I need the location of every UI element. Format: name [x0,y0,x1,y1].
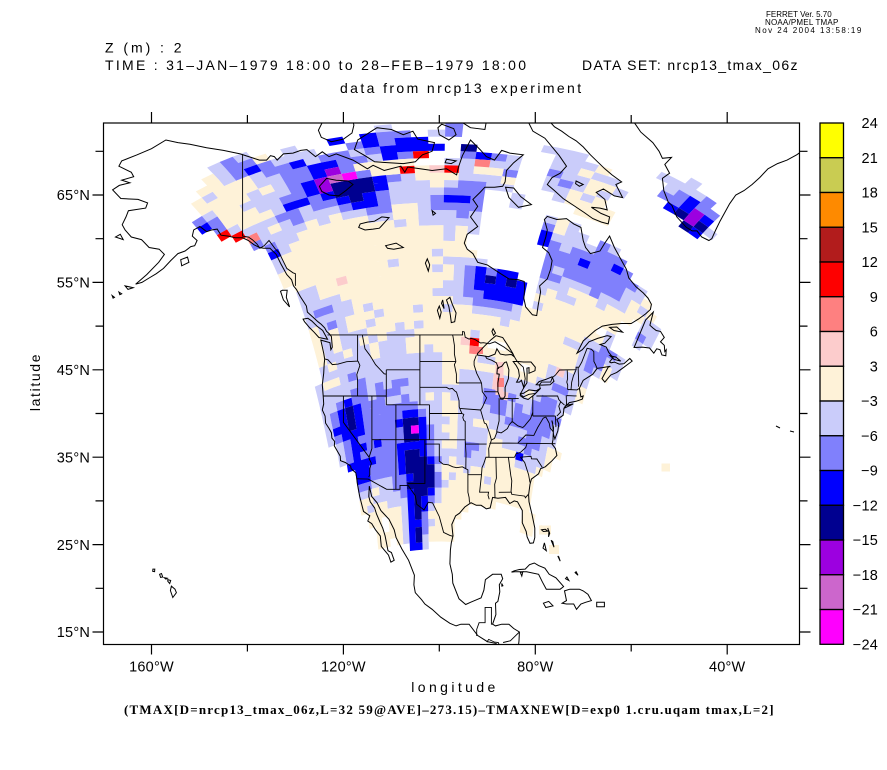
svg-text:65°N: 65°N [57,188,90,204]
svg-text:NOAA/PMEL TMAP: NOAA/PMEL TMAP [765,18,838,27]
svg-text:120°W: 120°W [321,660,366,676]
svg-text:24: 24 [861,116,878,132]
svg-text:Nov 24 2004 13:58:19: Nov 24 2004 13:58:19 [755,26,863,35]
svg-text:3: 3 [870,360,878,376]
svg-text:15: 15 [861,221,878,237]
svg-text:−15: −15 [853,533,878,549]
svg-text:80°W: 80°W [517,660,554,676]
svg-text:TIME : 31–JAN–1979 18:00 to 28: TIME : 31–JAN–1979 18:00 to 28–FEB–1979 … [105,57,528,73]
svg-text:35°N: 35°N [57,450,90,466]
svg-text:Z (m) : 2: Z (m) : 2 [105,40,184,56]
svg-text:−21: −21 [853,603,878,619]
svg-text:12: 12 [861,255,878,271]
svg-text:18: 18 [861,186,878,202]
svg-text:9: 9 [870,290,878,306]
svg-text:−9: −9 [861,464,878,480]
svg-text:−6: −6 [861,429,878,445]
svg-text:−18: −18 [853,568,878,584]
svg-text:−12: −12 [853,499,878,515]
svg-text:latitude: latitude [27,353,43,411]
svg-text:(TMAX[D=nrcp13_tmax_06z,L=32 5: (TMAX[D=nrcp13_tmax_06z,L=32 59@AVE]–273… [124,702,775,717]
svg-text:15°N: 15°N [57,625,90,641]
svg-text:40°W: 40°W [709,660,746,676]
svg-text:160°W: 160°W [129,660,174,676]
svg-text:FERRET Ver. 5.70: FERRET Ver. 5.70 [766,10,832,19]
svg-text:DATA SET: nrcp13_tmax_06z: DATA SET: nrcp13_tmax_06z [582,57,799,73]
svg-text:25°N: 25°N [57,538,90,554]
svg-text:−24: −24 [853,638,878,654]
svg-text:longitude: longitude [411,679,498,695]
svg-text:21: 21 [861,151,878,167]
svg-text:6: 6 [870,325,878,341]
svg-text:−3: −3 [861,394,878,410]
svg-text:45°N: 45°N [57,363,90,379]
svg-text:data from nrcp13 experiment: data from nrcp13 experiment [340,80,584,96]
svg-text:55°N: 55°N [57,276,90,292]
